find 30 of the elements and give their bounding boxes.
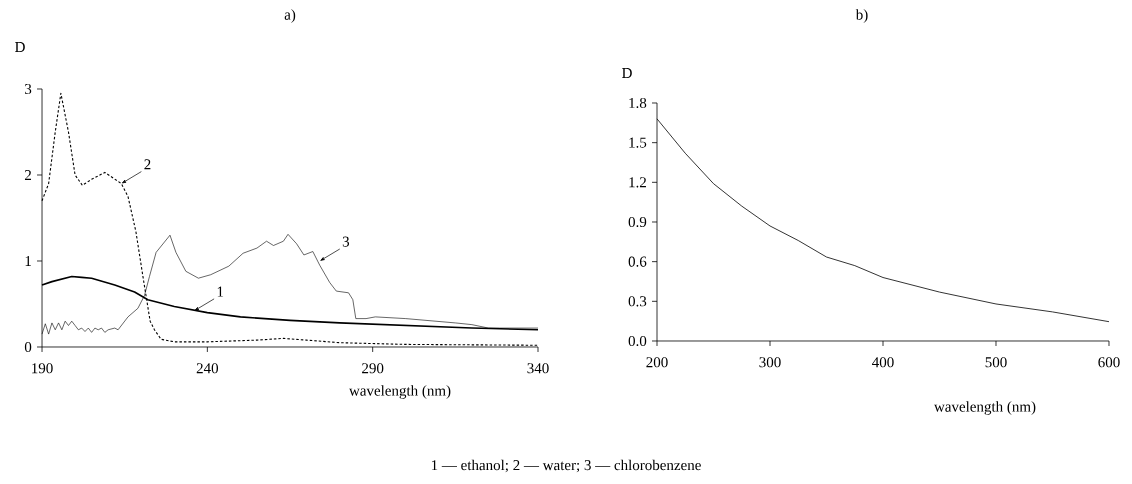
y-tick-label: 0.6 — [628, 256, 647, 267]
x-tick-label: 290 — [362, 363, 384, 374]
annotation: 2 — [144, 159, 151, 170]
x-tick-label: 240 — [196, 363, 219, 374]
x-tick-label: 400 — [872, 357, 894, 368]
y-tick-label: 0.3 — [628, 296, 647, 307]
y-axis-title: D — [15, 42, 25, 52]
annotation: 1 — [217, 286, 224, 297]
text: 1 — ethanol; 2 — water; 3 — chlorobenzene — [431, 459, 701, 473]
y-axis-title: D — [622, 68, 632, 78]
y-tick-label: 1 — [25, 256, 31, 266]
x-tick-label: 500 — [985, 357, 1007, 368]
chart-title: b) — [855, 9, 868, 23]
y-tick-label: 1.5 — [629, 137, 647, 148]
y-tick-label: 2 — [24, 170, 31, 180]
x-axis-title: wavelength (nm) — [349, 385, 451, 399]
x-tick-label: 300 — [759, 357, 781, 368]
annotation: 3 — [342, 236, 350, 247]
x-tick-label: 200 — [646, 357, 668, 368]
chart-title: a) — [284, 9, 296, 23]
x-tick-label: 190 — [32, 363, 53, 374]
y-tick-label: 0.0 — [628, 335, 647, 347]
y-tick-label: 0.9 — [628, 216, 647, 228]
y-tick-label: 1.8 — [629, 97, 647, 109]
x-tick-label: 600 — [1098, 357, 1120, 368]
y-tick-label: 3 — [25, 83, 32, 95]
x-axis-title: wavelength (nm) — [933, 401, 1036, 415]
y-tick-label: 0 — [24, 341, 32, 353]
x-tick-label: 340 — [527, 363, 549, 374]
y-tick-label: 1.2 — [629, 177, 646, 188]
